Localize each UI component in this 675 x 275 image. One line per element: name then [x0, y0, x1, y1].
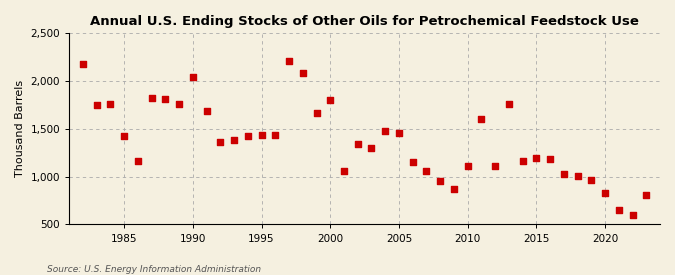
Y-axis label: Thousand Barrels: Thousand Barrels: [15, 80, 25, 177]
Point: [641, 193, 651, 197]
Point: [599, 191, 610, 195]
Point: [517, 159, 528, 164]
Point: [91, 103, 102, 107]
Title: Annual U.S. Ending Stocks of Other Oils for Petrochemical Feedstock Use: Annual U.S. Ending Stocks of Other Oils …: [90, 15, 639, 28]
Point: [298, 71, 308, 76]
Point: [270, 133, 281, 137]
Point: [284, 59, 294, 63]
Text: Source: U.S. Energy Information Administration: Source: U.S. Energy Information Administ…: [47, 265, 261, 274]
Point: [462, 164, 473, 168]
Point: [119, 133, 130, 138]
Point: [421, 169, 432, 173]
Point: [407, 160, 418, 164]
Point: [242, 133, 253, 138]
Point: [311, 111, 322, 115]
Point: [366, 146, 377, 150]
Point: [531, 155, 542, 160]
Point: [545, 156, 556, 161]
Point: [380, 129, 391, 133]
Point: [572, 174, 583, 178]
Point: [614, 208, 624, 212]
Point: [586, 177, 597, 182]
Point: [490, 164, 501, 168]
Point: [394, 131, 404, 135]
Point: [325, 98, 335, 102]
Point: [558, 172, 569, 176]
Point: [215, 140, 225, 144]
Point: [504, 102, 514, 106]
Point: [256, 133, 267, 137]
Point: [146, 96, 157, 101]
Point: [627, 213, 638, 217]
Point: [339, 169, 350, 173]
Point: [188, 75, 198, 79]
Point: [352, 142, 363, 146]
Point: [476, 117, 487, 122]
Point: [435, 179, 446, 184]
Point: [78, 62, 88, 66]
Point: [448, 186, 459, 191]
Point: [229, 138, 240, 142]
Point: [160, 97, 171, 101]
Point: [132, 159, 143, 164]
Point: [201, 109, 212, 113]
Point: [173, 102, 184, 106]
Point: [105, 102, 116, 106]
